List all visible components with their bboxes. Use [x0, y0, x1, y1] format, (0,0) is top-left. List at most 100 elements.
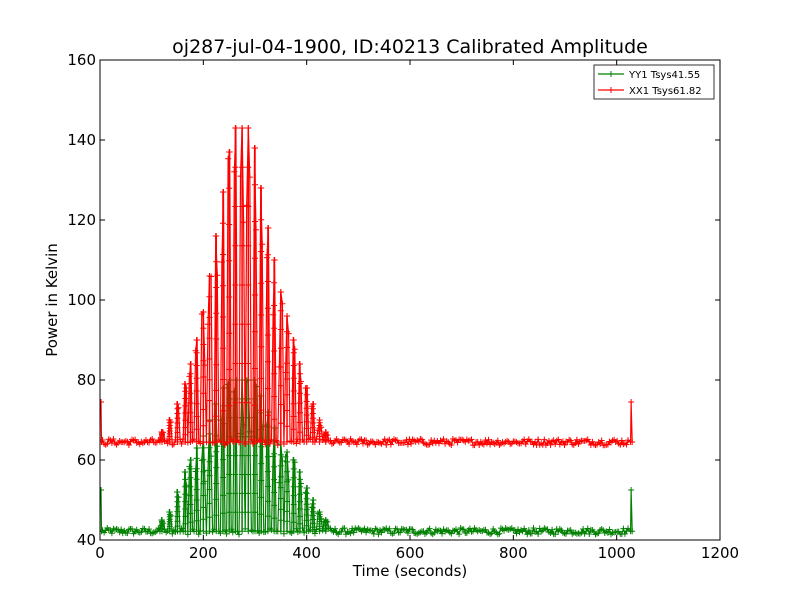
data-point	[482, 526, 489, 533]
data-point	[146, 526, 153, 533]
legend-marker	[608, 71, 614, 77]
data-point	[231, 388, 238, 395]
data-point	[223, 530, 230, 537]
data-point	[555, 436, 562, 443]
data-point	[341, 525, 348, 532]
data-point	[617, 441, 624, 448]
data-point	[118, 526, 125, 533]
data-point	[595, 530, 602, 537]
data-point	[270, 311, 277, 318]
data-point	[259, 241, 266, 248]
data-point	[100, 437, 106, 444]
data-point	[606, 526, 613, 533]
data-point	[426, 441, 433, 448]
data-point	[528, 530, 535, 537]
data-point	[235, 531, 242, 538]
data-point	[129, 525, 136, 532]
data-point	[418, 436, 425, 443]
data-point	[263, 254, 270, 261]
data-point	[408, 440, 415, 447]
data-point	[415, 529, 422, 536]
data-point	[530, 525, 537, 532]
data-point	[451, 527, 458, 534]
data-point	[332, 525, 339, 532]
data-point	[297, 480, 304, 487]
data-point	[584, 525, 591, 532]
data-point	[403, 436, 410, 443]
data-point	[496, 530, 503, 537]
data-point	[178, 525, 185, 532]
data-point	[108, 530, 115, 537]
data-point	[218, 417, 225, 424]
data-point	[100, 487, 105, 493]
legend-box	[593, 64, 715, 100]
y-tick-label: 80	[77, 371, 96, 389]
data-point	[404, 530, 411, 537]
data-point	[485, 436, 492, 443]
plot-frame	[99, 59, 721, 541]
data-point	[363, 529, 370, 536]
data-point	[513, 530, 520, 537]
data-point	[524, 531, 531, 538]
data-point	[545, 437, 552, 444]
data-point	[338, 528, 345, 535]
data-point	[186, 373, 193, 380]
data-point	[535, 436, 542, 443]
data-point	[203, 530, 210, 537]
data-point	[547, 441, 554, 448]
data-point	[223, 439, 230, 446]
data-point	[398, 525, 405, 532]
data-point	[414, 437, 421, 444]
data-point	[184, 531, 191, 538]
data-point	[167, 512, 174, 519]
data-point	[381, 526, 388, 533]
data-point	[378, 529, 385, 536]
data-point	[149, 436, 156, 443]
data-point	[629, 439, 636, 445]
data-point	[488, 530, 495, 537]
data-point	[494, 437, 501, 444]
data-point	[573, 436, 580, 443]
data-point	[454, 439, 461, 446]
data-point	[313, 526, 320, 533]
data-point	[457, 525, 464, 532]
data-point	[125, 441, 132, 448]
data-point	[308, 504, 315, 511]
data-point	[403, 526, 410, 533]
data-point	[330, 528, 337, 535]
data-point	[549, 526, 556, 533]
y-tick-label: 60	[77, 451, 96, 469]
data-point	[629, 528, 636, 535]
data-point	[550, 437, 557, 444]
x-tick-label: 0	[95, 544, 105, 562]
data-point	[448, 530, 455, 537]
legend-entry: YY1 Tsys41.55	[598, 70, 700, 81]
data-point	[253, 226, 260, 233]
data-point	[479, 528, 486, 535]
data-point	[110, 436, 117, 443]
data-point	[197, 440, 204, 447]
data-point	[231, 168, 238, 175]
data-point	[262, 528, 269, 535]
data-point	[361, 525, 368, 532]
data-point	[132, 436, 139, 443]
data-point	[480, 441, 487, 448]
data-point	[350, 529, 357, 536]
data-point	[440, 436, 447, 443]
data-point	[291, 346, 298, 353]
data-point	[460, 526, 467, 533]
data-point	[532, 438, 539, 445]
x-tick-label: 200	[189, 544, 218, 562]
data-point	[169, 530, 176, 537]
data-point	[572, 440, 579, 447]
y-tick-label: 160	[67, 51, 96, 69]
data-point	[468, 436, 475, 443]
data-point	[225, 155, 232, 162]
data-point	[511, 527, 518, 534]
data-point	[578, 529, 585, 536]
data-point	[581, 438, 588, 445]
data-point	[178, 440, 185, 447]
legend-marker	[608, 87, 614, 93]
data-point	[214, 272, 221, 279]
data-point	[448, 442, 455, 449]
